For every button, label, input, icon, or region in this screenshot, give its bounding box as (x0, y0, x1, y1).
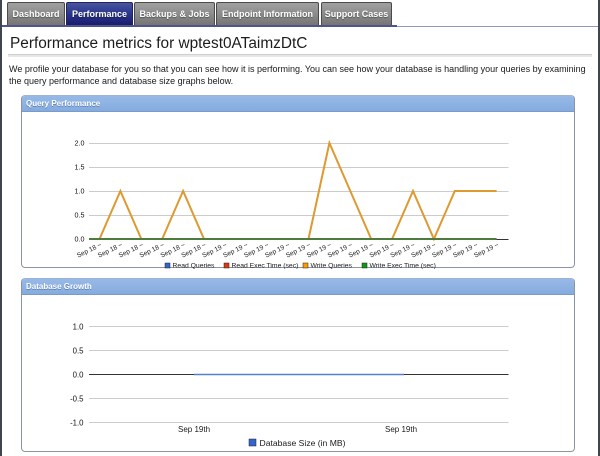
svg-text:-1.0: -1.0 (70, 418, 84, 427)
svg-text:Write Exec Time (sec): Write Exec Time (sec) (370, 263, 436, 270)
svg-text:Sep 19th: Sep 19th (385, 425, 417, 434)
svg-text:0.0: 0.0 (73, 370, 85, 379)
svg-text:Read Queries: Read Queries (173, 263, 216, 270)
svg-text:1.0: 1.0 (75, 187, 85, 196)
svg-text:0.0: 0.0 (75, 235, 85, 244)
svg-text:0.5: 0.5 (73, 346, 85, 355)
svg-text:Database Size (in MB): Database Size (in MB) (260, 438, 346, 448)
svg-text:0.5: 0.5 (75, 211, 85, 220)
svg-text:Sep 19th: Sep 19th (178, 425, 210, 434)
svg-text:1.0: 1.0 (73, 322, 85, 331)
svg-text:Write Queries: Write Queries (311, 263, 353, 270)
svg-text:1.5: 1.5 (75, 163, 85, 172)
svg-text:Read Exec Time (sec): Read Exec Time (sec) (232, 263, 299, 270)
svg-text:2.0: 2.0 (75, 139, 85, 148)
svg-text:-0.5: -0.5 (70, 394, 84, 403)
